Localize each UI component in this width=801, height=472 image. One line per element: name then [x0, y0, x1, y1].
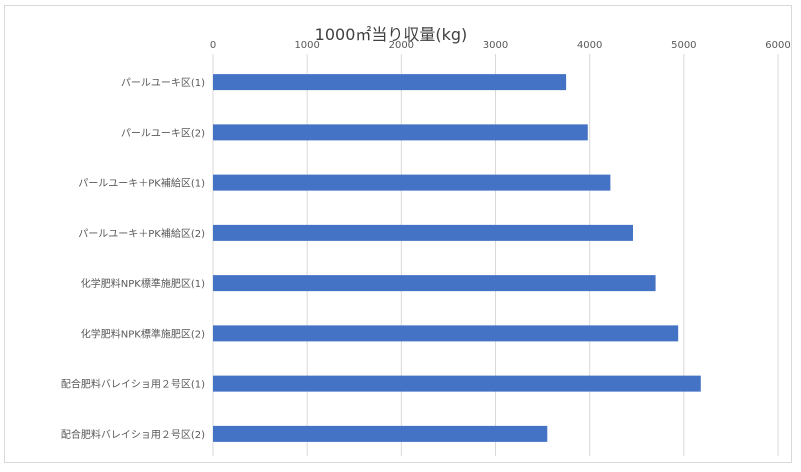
bar — [213, 124, 588, 141]
category-label: 配合肥料バレイショ用２号区(2) — [61, 428, 205, 441]
category-label: パールユーキ＋PK補給区(2) — [78, 227, 205, 240]
bar — [213, 375, 701, 392]
chart-title: 1000㎡当り収量(kg) — [315, 25, 468, 44]
bar — [213, 325, 679, 342]
bars — [213, 74, 701, 442]
category-label: パールユーキ区(1) — [121, 77, 205, 89]
bar — [213, 174, 611, 191]
category-label: パールユーキ＋PK補給区(1) — [78, 177, 205, 190]
x-tick-label: 4000 — [577, 40, 602, 51]
bar — [213, 425, 548, 442]
bar-chart: 1000㎡当り収量(kg) 0 1000 2000 3000 4000 5000 6000 … — [61, 25, 791, 456]
category-label: 化学肥料NPK標準施肥区(1) — [81, 277, 205, 290]
category-labels: パールユーキ区(1) パールユーキ区(2) パールユーキ＋PK補給区(1) パールユー… — [61, 77, 205, 441]
bar — [213, 275, 656, 292]
category-label: 配合肥料バレイショ用２号区(1) — [61, 378, 205, 391]
x-tick-label: 2000 — [389, 40, 414, 51]
chart-frame: 1000㎡当り収量(kg) 0 1000 2000 3000 4000 5000 6000 … — [4, 5, 792, 463]
x-tick-label: 3000 — [483, 40, 508, 51]
x-tick-label: 1000 — [294, 40, 319, 51]
bar — [213, 74, 567, 91]
bar — [213, 224, 633, 241]
x-tick-label: 5000 — [671, 40, 696, 51]
x-axis-ticks: 0 1000 2000 3000 4000 5000 6000 — [210, 40, 791, 51]
category-label: 化学肥料NPK標準施肥区(2) — [81, 327, 205, 340]
x-tick-label: 0 — [210, 40, 216, 51]
gridlines — [212, 54, 779, 456]
x-tick-label: 6000 — [765, 40, 790, 51]
category-label: パールユーキ区(2) — [121, 127, 205, 139]
